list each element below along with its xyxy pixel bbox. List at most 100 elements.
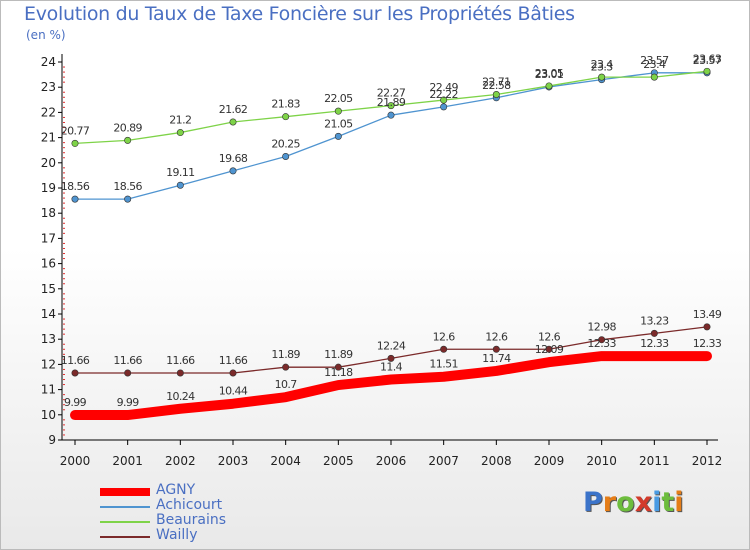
x-tick-label: 2011: [639, 454, 670, 468]
data-label-beaurains: 21.2: [169, 114, 191, 127]
data-point-wailly: [176, 369, 184, 377]
data-label-beaurains: 23.63: [693, 52, 722, 65]
x-tick-label: 2007: [428, 454, 459, 468]
y-tick-label: 17: [41, 231, 56, 245]
data-point-wailly: [387, 354, 395, 362]
data-label-agny: 9.99: [64, 396, 87, 409]
data-label-beaurains: 22.49: [429, 81, 458, 94]
data-point-beaurains: [598, 73, 606, 81]
data-label-agny: 12.09: [535, 343, 564, 356]
y-axis-unit-label: (en %): [26, 28, 66, 42]
data-label-agny: 11.74: [482, 352, 511, 365]
data-point-wailly: [598, 336, 606, 344]
legend-swatch: [100, 506, 150, 508]
data-label-achicourt: 21.89: [377, 96, 406, 109]
data-point-achicourt: [71, 195, 79, 203]
legend-label: Beaurains: [156, 512, 227, 528]
data-point-wailly: [71, 369, 79, 377]
data-point-beaurains: [650, 73, 658, 81]
logo-letter: i: [652, 487, 662, 518]
x-tick-label: 2002: [165, 454, 196, 468]
data-point-beaurains: [124, 136, 132, 144]
data-point-wailly: [282, 363, 290, 371]
data-point-beaurains: [176, 129, 184, 137]
legend-label: Achicourt: [156, 497, 223, 513]
data-point-beaurains: [545, 82, 553, 90]
data-point-achicourt: [229, 167, 237, 175]
data-label-achicourt: 19.68: [219, 152, 248, 165]
data-point-wailly: [703, 323, 711, 331]
logo-letter: x: [634, 487, 653, 518]
data-label-achicourt: 20.25: [271, 138, 300, 151]
data-point-wailly: [440, 345, 448, 353]
x-tick-label: 2008: [481, 454, 512, 468]
data-point-achicourt: [387, 111, 395, 119]
data-label-beaurains: 22.05: [324, 92, 353, 105]
data-label-beaurains: 21.83: [271, 98, 300, 111]
data-label-agny: 10.24: [166, 390, 195, 403]
data-label-beaurains: 20.77: [61, 124, 90, 137]
data-label-beaurains: 23.4: [591, 58, 614, 71]
series-lines: [70, 67, 712, 421]
data-label-wailly: 12.6: [485, 330, 508, 343]
data-point-wailly: [229, 369, 237, 377]
data-label-agny: 12.33: [640, 337, 669, 350]
data-label-achicourt: 18.56: [61, 180, 90, 193]
y-tick-label: 11: [41, 383, 56, 397]
data-label-wailly: 11.66: [219, 354, 248, 367]
data-label-achicourt: 21.05: [324, 117, 353, 130]
data-label-agny: 12.33: [587, 337, 616, 350]
y-tick-label: 9: [48, 433, 56, 447]
data-point-beaurains: [282, 113, 290, 121]
y-tick-label: 18: [41, 206, 56, 220]
data-label-achicourt: 18.56: [113, 180, 142, 193]
x-tick-label: 2003: [218, 454, 249, 468]
chart-axes: 9 10 11 12 13 14 15 16 17 18 19 20 21 22 23 24 2000 2001 2…: [41, 54, 722, 468]
y-tick-label: 22: [41, 105, 56, 119]
logo-letter: r: [602, 487, 617, 518]
logo-letter: P: [583, 487, 603, 518]
data-label-achicourt: 22.58: [482, 79, 511, 92]
data-label-wailly: 12.98: [587, 321, 616, 334]
data-point-wailly: [650, 329, 658, 337]
data-point-wailly: [334, 363, 342, 371]
data-label-agny: 10.44: [219, 385, 248, 398]
y-tick-label: 20: [41, 156, 56, 170]
data-label-beaurains: 23.05: [535, 67, 564, 80]
data-label-beaurains: 23.4: [643, 58, 666, 71]
data-label-agny: 10.7: [275, 378, 298, 391]
proxiti-logo: Proxiti: [583, 487, 684, 518]
logo-letter: o: [616, 487, 635, 518]
legend-swatch: [100, 521, 150, 523]
x-tick-label: 2001: [112, 454, 143, 468]
data-point-beaurains: [229, 118, 237, 126]
data-point-achicourt: [334, 132, 342, 140]
data-point-beaurains: [492, 91, 500, 99]
data-label-wailly: 13.49: [693, 308, 722, 321]
data-point-achicourt: [440, 103, 448, 111]
x-tick-label: 2006: [376, 454, 407, 468]
x-tick-label: 2005: [323, 454, 354, 468]
data-label-achicourt: 22.22: [429, 88, 458, 101]
x-tick-label: 2004: [270, 454, 301, 468]
data-label-wailly: 11.66: [113, 354, 142, 367]
legend-swatch: [100, 488, 150, 496]
y-tick-label: 16: [41, 257, 56, 271]
data-label-wailly: 11.89: [324, 348, 353, 361]
data-label-wailly: 11.89: [271, 348, 300, 361]
x-tick-label: 2000: [60, 454, 91, 468]
data-point-wailly: [545, 345, 553, 353]
data-label-beaurains: 22.27: [377, 87, 406, 100]
data-label-achicourt: 23.01: [535, 68, 564, 81]
data-point-beaurains: [703, 67, 711, 75]
series-line-agny: [70, 351, 712, 421]
data-point-achicourt: [124, 195, 132, 203]
y-tick-label: 21: [41, 131, 56, 145]
data-label-beaurains: 21.62: [219, 103, 248, 116]
data-label-wailly: 12.24: [377, 339, 406, 352]
data-label-wailly: 11.66: [61, 354, 90, 367]
data-label-wailly: 13.23: [640, 314, 669, 327]
data-point-beaurains: [71, 139, 79, 147]
